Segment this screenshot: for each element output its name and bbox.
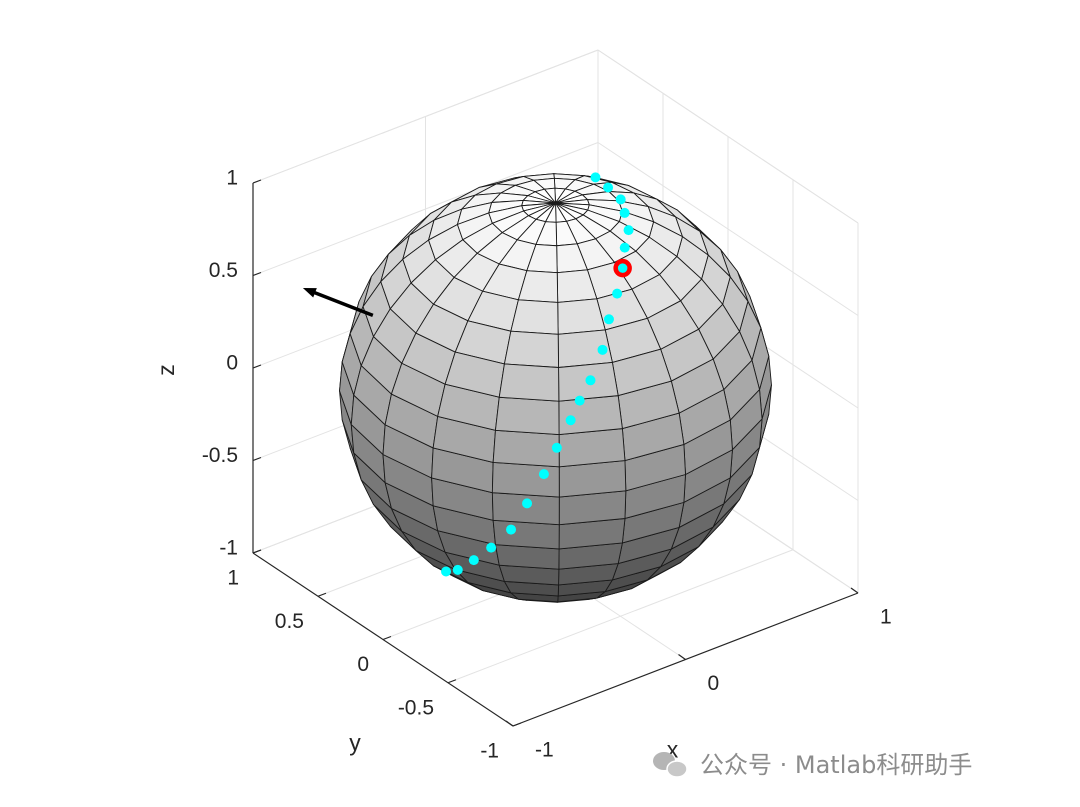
grid-line	[252, 142, 599, 276]
marker	[613, 258, 632, 278]
x-tick	[850, 587, 859, 594]
x-tick	[678, 654, 686, 660]
trajectory-point	[603, 182, 614, 193]
trajectory-point	[452, 564, 463, 575]
trajectory-point	[506, 524, 517, 535]
trajectory-point	[619, 242, 630, 253]
grid-line	[597, 49, 859, 224]
trajectory-point	[619, 207, 630, 218]
z-tick	[252, 456, 262, 462]
y-tick	[512, 722, 522, 727]
grid-line	[447, 549, 794, 684]
y-tick	[382, 635, 392, 641]
trajectory-point	[468, 555, 479, 566]
trajectory-point	[486, 542, 497, 553]
x-tick-label: 0	[708, 672, 720, 695]
watermark-icon	[666, 760, 688, 778]
sphere-face	[558, 395, 623, 436]
y-tick-label: 1	[227, 567, 239, 590]
z-tick-label: -0.5	[202, 444, 238, 467]
trajectory-point	[565, 415, 576, 426]
z-tick	[252, 179, 262, 184]
sphere-face	[491, 492, 560, 526]
watermark-text: 公众号 · Matlab科研助手	[700, 751, 972, 779]
sphere-face	[498, 363, 560, 402]
trajectory-point	[612, 288, 623, 299]
trajectory-point	[522, 498, 533, 509]
arrow-head	[302, 288, 317, 298]
z-tick	[252, 271, 262, 277]
z-tick-label: -1	[219, 537, 238, 560]
z-tick-label: 0.5	[209, 259, 238, 282]
trajectory-point	[538, 469, 549, 480]
arrow-shaft	[307, 288, 374, 317]
trajectory-point	[615, 194, 626, 205]
trajectory-point	[574, 395, 585, 406]
sphere	[339, 173, 772, 603]
watermark: 公众号 · Matlab科研助手	[653, 751, 972, 779]
y-tick-label: 0.5	[275, 610, 304, 633]
y-axis-label: y	[349, 730, 361, 756]
x-tick-label: -1	[535, 739, 554, 762]
x-tick-label: 1	[880, 606, 892, 629]
sphere-face	[558, 428, 626, 468]
z-tick	[252, 364, 262, 369]
y-tick	[447, 679, 457, 684]
trajectory-point	[597, 344, 608, 355]
trajectory-point	[441, 566, 452, 577]
sphere-face	[492, 519, 560, 550]
trajectory-point	[603, 314, 614, 325]
sphere-face	[494, 396, 560, 436]
sphere-face	[510, 299, 559, 335]
z-axis-label: z	[153, 364, 179, 376]
grid-line	[597, 142, 859, 316]
sphere-face	[557, 298, 606, 335]
y-tick-label: -1	[480, 740, 499, 763]
trajectory-point	[590, 172, 601, 183]
z-tick	[252, 549, 262, 554]
x-tick	[505, 720, 514, 727]
trajectory	[441, 172, 634, 577]
arrow	[302, 288, 374, 317]
trajectory-point	[617, 263, 628, 274]
y-tick-label: -0.5	[398, 696, 434, 719]
trajectory-point	[551, 442, 562, 453]
y-tick-label: 0	[357, 653, 369, 676]
sphere-face	[491, 461, 560, 498]
z-tick-label: 1	[226, 167, 238, 190]
y-tick	[317, 592, 327, 597]
sphere-face	[492, 429, 560, 468]
z-tick-label: 0	[226, 352, 238, 375]
trajectory-point	[623, 225, 634, 236]
grid-line	[252, 49, 599, 184]
trajectory-point	[585, 375, 596, 386]
sphere-face	[503, 330, 560, 368]
